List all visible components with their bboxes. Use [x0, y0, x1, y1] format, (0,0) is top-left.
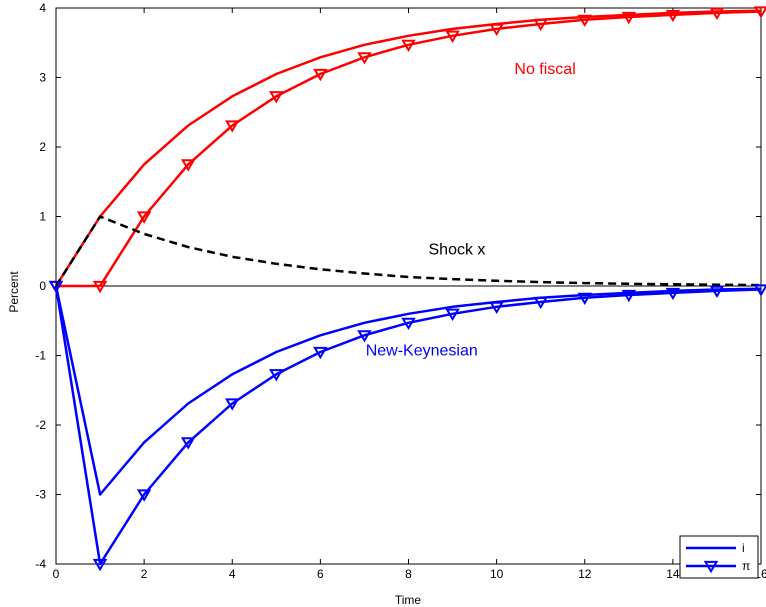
y-tick-label: 2 — [39, 140, 46, 154]
y-tick-label: 0 — [39, 279, 46, 293]
point-nf_pi — [445, 30, 460, 43]
series-line-shock — [54, 215, 762, 287]
x-tick-label: 16 — [754, 567, 766, 581]
point-nf_pi — [357, 52, 372, 65]
series-lines — [48, 6, 766, 572]
y-tick-label: 3 — [39, 71, 46, 85]
x-tick-label: 0 — [53, 567, 60, 581]
series-nk_i — [54, 285, 762, 496]
x-tick-label: 10 — [490, 567, 504, 581]
annotation-label: New-Keynesian — [366, 343, 478, 360]
x-tick-label: 6 — [317, 567, 324, 581]
point-nk_pi — [269, 369, 284, 382]
point-nk_pi — [48, 280, 64, 294]
point-nf_pi — [401, 39, 416, 53]
series-nf_i — [54, 9, 762, 287]
y-axis-label: Percent — [7, 271, 21, 313]
y-tick-label: -4 — [35, 557, 46, 571]
x-tick-label: 8 — [405, 567, 412, 581]
point-nf_pi — [269, 91, 284, 104]
series-shock — [54, 215, 762, 287]
y-tick-label: -2 — [35, 418, 46, 432]
y-tick-label: 4 — [39, 1, 46, 15]
annotation-label: No fiscal — [514, 61, 575, 78]
series-nk_pi — [48, 280, 766, 572]
point-nk_pi — [225, 398, 240, 411]
point-nf_pi — [313, 68, 328, 82]
point-nf_pi — [489, 23, 504, 37]
point-nk_pi — [709, 285, 725, 299]
series-line-nk_pi — [54, 285, 762, 566]
point-nk_pi — [180, 437, 196, 450]
y-tick-label: -3 — [35, 488, 46, 502]
y-tick-label: 1 — [39, 210, 46, 224]
point-nk_pi — [621, 289, 637, 303]
legend-marker — [703, 560, 719, 574]
point-nk_pi — [313, 346, 328, 360]
legend-label: π — [742, 559, 750, 573]
point-nk_pi — [357, 330, 372, 343]
x-tick-label: 2 — [141, 567, 148, 581]
point-nk_pi — [489, 301, 504, 315]
legend-label: i — [742, 541, 745, 555]
point-nf_pi — [709, 7, 725, 21]
series-line-nk_i — [54, 285, 762, 496]
series-line-nf_i — [54, 9, 762, 287]
point-nf_pi — [621, 11, 637, 25]
x-tick-label: 12 — [578, 567, 592, 581]
point-nk_pi — [445, 308, 460, 321]
point-nf_pi — [533, 18, 548, 32]
point-nk_pi — [753, 284, 766, 297]
x-tick-label: 14 — [666, 567, 680, 581]
point-nf_pi — [225, 120, 240, 133]
point-nk_pi — [136, 489, 152, 502]
point-nf_pi — [665, 9, 681, 23]
legend: iπ — [679, 535, 759, 579]
point-nf_pi — [92, 280, 108, 294]
series-line-nf_pi — [56, 10, 762, 288]
point-nf_pi — [577, 14, 592, 28]
point-nf_pi — [180, 159, 196, 172]
point-nk_pi — [665, 287, 681, 301]
x-tick-label: 4 — [229, 567, 236, 581]
point-nf_pi — [136, 211, 152, 224]
series-nf_pi — [48, 6, 766, 294]
point-nk_pi — [401, 317, 416, 331]
legend-box — [679, 535, 759, 579]
point-nk_pi — [533, 296, 548, 310]
point-nf_pi — [753, 6, 766, 19]
annotation-label: Shock x — [429, 242, 486, 259]
annotations: No fiscal Shock x New-Keynesian — [366, 61, 576, 359]
point-nk_pi — [577, 292, 592, 306]
y-tick-label: -1 — [35, 349, 46, 363]
x-axis-label: Time — [395, 593, 422, 607]
point-nk_pi — [92, 558, 108, 572]
